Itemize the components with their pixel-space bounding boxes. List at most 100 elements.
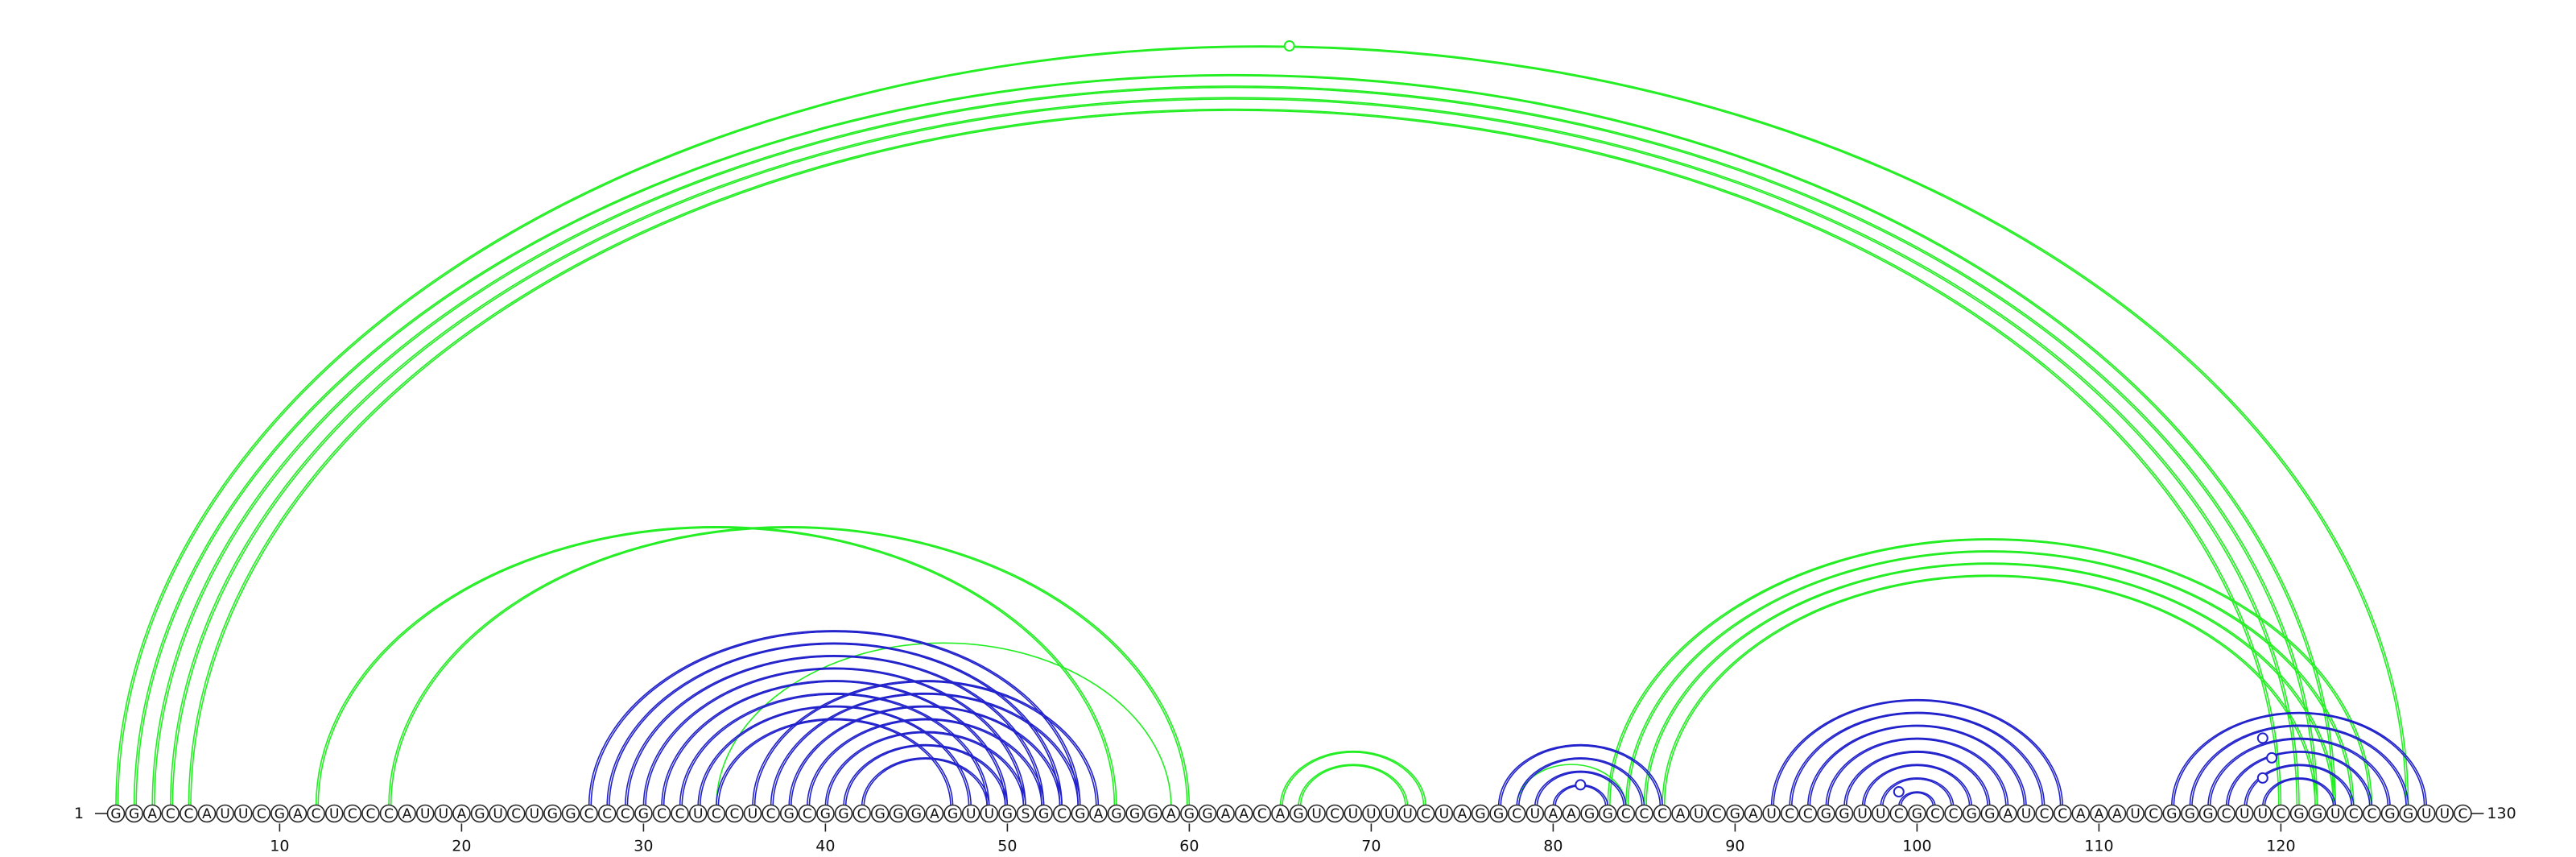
nucleotide-circle bbox=[816, 804, 835, 823]
nucleotide-circle bbox=[2107, 804, 2127, 823]
nucleotide-letter: G bbox=[129, 806, 139, 822]
nucleotide-letter: G bbox=[1111, 806, 1121, 822]
nucleotide-letter: U bbox=[1348, 806, 1358, 822]
nucleotide-letter: U bbox=[1530, 806, 1540, 822]
nucleotide-circle bbox=[307, 804, 325, 823]
blue-base-pair-arc bbox=[1497, 743, 1663, 807]
blue-base-pair-arc bbox=[788, 705, 1063, 807]
nucleotide-circle bbox=[597, 804, 617, 823]
nucleotide-letter: G bbox=[1493, 806, 1504, 822]
nucleotide-letter: A bbox=[1748, 806, 1758, 822]
nucleotide-letter: G bbox=[565, 806, 576, 822]
nucleotide-circle bbox=[2053, 804, 2072, 823]
nucleotide-circle bbox=[543, 804, 562, 823]
nucleotide-letter: G bbox=[1912, 806, 1922, 822]
nucleotide-circle bbox=[452, 804, 471, 823]
nucleotide-letter: G bbox=[638, 806, 649, 822]
nucleotide-circle bbox=[1416, 804, 1435, 823]
axis-ticks: 10 20 30 40 50 60 70 80 90 100 110 120 bbox=[270, 823, 2296, 855]
nucleotide-letter: G bbox=[1984, 806, 1995, 822]
nucleotide-letter: A bbox=[1221, 806, 1231, 822]
nucleotide-circle bbox=[2126, 804, 2145, 823]
nucleotide-letter: A bbox=[1567, 806, 1576, 822]
nucleotide-letter: U bbox=[1857, 806, 1867, 822]
nucleotide-circle bbox=[324, 804, 344, 823]
green-base-pair-arc bbox=[133, 73, 2336, 807]
nucleotide-circle bbox=[634, 804, 653, 823]
green-base-pair-arc bbox=[390, 527, 1188, 807]
nucleotide-letter: C bbox=[2222, 806, 2231, 822]
nucleotide-circle bbox=[2417, 804, 2436, 823]
green-base-pair-arc bbox=[1625, 550, 2355, 807]
nucleotide-circle bbox=[1744, 804, 1763, 823]
nucleotide-circle bbox=[980, 804, 999, 823]
blue-base-pair-arc bbox=[808, 718, 1042, 807]
nucleotide-letter: U bbox=[966, 806, 976, 822]
nucleotide-circle bbox=[1271, 804, 1290, 823]
nucleotide-letter: C bbox=[166, 806, 175, 822]
nucleotide-letter: U bbox=[2130, 806, 2140, 822]
nucleotide-letter: A bbox=[1276, 806, 1286, 822]
blue-base-pair-arc bbox=[2191, 725, 2407, 807]
nucleotide-letter: G bbox=[1075, 806, 1085, 822]
axis-tick-label: 60 bbox=[1179, 838, 1199, 855]
nucleotide-circle bbox=[1853, 804, 1872, 823]
axis-tick-label: 120 bbox=[2266, 838, 2295, 855]
green-base-pair-arc bbox=[1645, 563, 2334, 807]
nucleotide-circle bbox=[1307, 804, 1326, 823]
nucleotide-letter: U bbox=[748, 806, 758, 822]
nucleotide-letter: C bbox=[1657, 806, 1667, 822]
nucleotide-letter: U bbox=[493, 806, 502, 822]
green-base-pair-arc bbox=[117, 46, 2407, 807]
nucleotide-letter: A bbox=[1458, 806, 1468, 822]
blue-base-pair-arc bbox=[1807, 724, 2027, 807]
blue-base-pair-arc bbox=[2262, 777, 2336, 807]
nucleotide-circle bbox=[1435, 804, 1454, 823]
green-base-pair-arc bbox=[1609, 539, 2371, 807]
nucleotide-circle bbox=[125, 804, 143, 823]
nucleotide-letter: U bbox=[1311, 806, 1321, 822]
blue-base-pair-arc bbox=[1773, 700, 2062, 807]
nucleotide-letter: C bbox=[1421, 806, 1430, 822]
blue-base-pair-arc bbox=[2246, 764, 2352, 807]
nucleotide-circle bbox=[1362, 804, 1381, 823]
nucleotide-letter: G bbox=[2166, 806, 2177, 822]
nucleotide-letter: G bbox=[110, 806, 121, 822]
nucleotide-letter: C bbox=[1894, 806, 1904, 822]
nucleotide-circle bbox=[2198, 804, 2218, 823]
nucleotide-letter: C bbox=[348, 806, 357, 822]
nucleotide-letter: A bbox=[2112, 806, 2122, 822]
nucleotide-circle bbox=[2363, 804, 2381, 823]
nucleotide-letter: U bbox=[238, 806, 248, 822]
nucleotide-circle bbox=[743, 804, 762, 823]
green-base-pair-arc bbox=[315, 526, 1117, 807]
blue-base-pair-arc bbox=[863, 758, 988, 807]
nucleotide-circle bbox=[2162, 804, 2182, 823]
nucleotide-letter: A bbox=[293, 806, 303, 822]
pair-marker bbox=[1575, 779, 1587, 791]
blue-base-pair-arc bbox=[2207, 737, 2391, 807]
nucleotide-letter: G bbox=[1129, 806, 1140, 822]
axis-tick-label: 80 bbox=[1543, 838, 1563, 855]
green-arcs-layer bbox=[115, 45, 2409, 807]
nucleotide-letter: C bbox=[1803, 806, 1813, 822]
nucleotide-circle bbox=[1034, 804, 1053, 823]
nucleotide-letter: C bbox=[675, 806, 685, 822]
green-base-pair-arc bbox=[1643, 562, 2336, 807]
blue-base-pair-arc bbox=[1845, 751, 1988, 807]
nucleotide-letter: C bbox=[1639, 806, 1649, 822]
nucleotide-circle bbox=[2289, 804, 2309, 823]
nucleotide-letter: G bbox=[1038, 806, 1049, 822]
nucleotide-letter: U bbox=[1366, 806, 1376, 822]
nucleotide-letter: C bbox=[602, 806, 612, 822]
nucleotide-circle bbox=[1234, 804, 1253, 823]
nucleotide-circle bbox=[2235, 804, 2254, 823]
blue-base-pair-arc bbox=[2264, 778, 2334, 807]
nucleotide-circle bbox=[2272, 804, 2290, 823]
nucleotide-circle bbox=[1253, 804, 1272, 823]
nucleotide-letter: A bbox=[147, 806, 157, 822]
nucleotide-letter: C bbox=[384, 806, 394, 822]
nucleotide-letter: G bbox=[1148, 806, 1158, 822]
nucleotide-letter: C bbox=[2349, 806, 2359, 822]
